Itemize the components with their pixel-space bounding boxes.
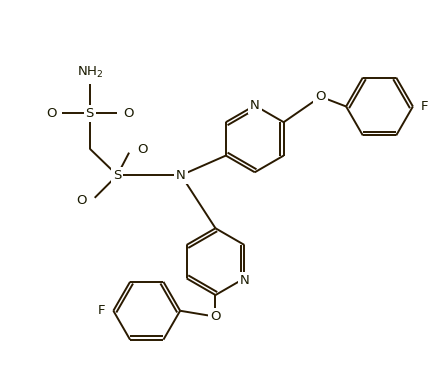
Text: O: O xyxy=(137,143,148,156)
Text: O: O xyxy=(210,310,221,323)
Text: O: O xyxy=(76,194,87,207)
Text: O: O xyxy=(315,90,326,103)
Text: S: S xyxy=(86,107,94,120)
Text: F: F xyxy=(421,100,428,113)
Text: F: F xyxy=(98,304,106,317)
Text: N: N xyxy=(250,99,260,112)
Text: NH$_2$: NH$_2$ xyxy=(77,65,103,80)
Text: N: N xyxy=(239,274,249,287)
Text: O: O xyxy=(46,107,56,120)
Text: N: N xyxy=(176,169,186,182)
Text: S: S xyxy=(113,169,121,182)
Text: O: O xyxy=(123,107,134,120)
